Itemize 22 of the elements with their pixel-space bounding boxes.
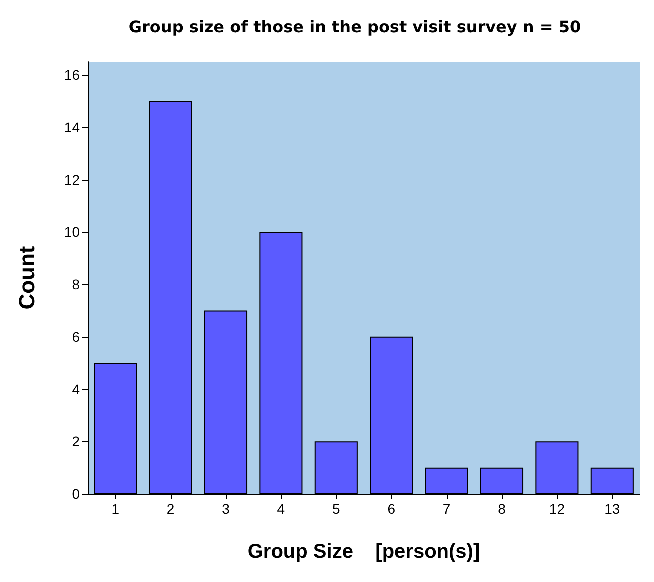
y-tick-label: 8 (72, 276, 80, 293)
x-tick-label: 5 (332, 501, 340, 517)
x-tick-label: 2 (166, 501, 175, 517)
x-tick-label: 1 (112, 501, 120, 517)
y-tick-label: 4 (72, 381, 80, 398)
x-tick-label: 3 (222, 501, 230, 517)
y-tick-label: 12 (64, 172, 80, 188)
y-tick-label: 6 (72, 328, 80, 345)
y-tick-label: 10 (64, 224, 80, 240)
chart-title: Group size of those in the post visit survey n = 50 (128, 18, 582, 36)
x-axis-title: Group Size [person(s)] (248, 541, 480, 563)
y-tick-label: 2 (72, 434, 80, 450)
y-tick-label: 16 (64, 67, 80, 84)
y-axis-title: Count (14, 246, 40, 310)
x-tick-label: 4 (277, 501, 286, 517)
x-tick-label: 7 (442, 501, 451, 517)
x-tick-label: 12 (549, 501, 566, 517)
y-tick-label: 14 (64, 119, 80, 136)
x-tick-label: 6 (388, 501, 396, 517)
x-tick-label: 13 (604, 501, 620, 517)
x-tick-label: 8 (498, 501, 506, 517)
y-tick-label: 0 (72, 486, 80, 502)
